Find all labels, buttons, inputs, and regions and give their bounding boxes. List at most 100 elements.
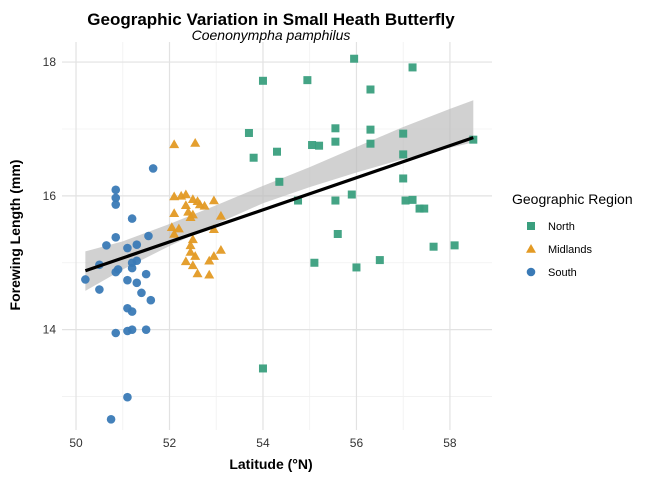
data-point-south xyxy=(106,414,116,424)
data-point-south xyxy=(141,269,151,279)
legend-label-midlands: Midlands xyxy=(548,244,593,256)
data-point-north xyxy=(399,129,408,138)
y-tick-label: 16 xyxy=(43,189,57,203)
data-point-midlands xyxy=(169,191,180,201)
data-point-north xyxy=(331,124,340,133)
data-point-north xyxy=(399,174,408,183)
data-point-south xyxy=(127,307,137,316)
data-point-north xyxy=(352,263,361,272)
trend-line xyxy=(84,136,474,273)
data-point-north xyxy=(347,190,356,199)
data-point-south xyxy=(123,275,132,285)
data-point-midlands xyxy=(173,223,184,233)
chart-title: Geographic Variation in Small Heath Butt… xyxy=(87,10,455,29)
data-point-north xyxy=(258,364,267,373)
data-point-south xyxy=(111,193,121,203)
data-point-north xyxy=(315,141,324,150)
data-point-south xyxy=(123,243,132,253)
data-points xyxy=(81,54,478,424)
data-point-south xyxy=(127,214,137,223)
data-point-south xyxy=(132,256,142,266)
data-point-south xyxy=(111,200,121,209)
x-tick-label: 56 xyxy=(350,436,364,450)
x-tick-label: 54 xyxy=(256,436,270,450)
data-point-south xyxy=(144,231,153,241)
data-point-south xyxy=(113,265,123,274)
x-axis-title: Latitude (°N) xyxy=(229,456,312,472)
data-point-south xyxy=(111,233,121,242)
data-point-north xyxy=(450,241,459,250)
data-point-south xyxy=(132,240,142,249)
data-point-south xyxy=(81,275,90,284)
data-point-north xyxy=(429,242,438,251)
data-point-midlands xyxy=(185,212,196,222)
legend-key-north xyxy=(527,222,535,230)
data-point-midlands xyxy=(208,224,219,234)
data-point-south xyxy=(141,325,151,334)
legend-label-south: South xyxy=(548,267,577,279)
data-point-midlands xyxy=(180,256,191,266)
data-point-south xyxy=(111,185,121,195)
data-point-midlands xyxy=(190,138,201,147)
data-point-north xyxy=(375,256,384,265)
data-point-north xyxy=(469,135,478,144)
data-point-midlands xyxy=(204,255,215,265)
data-point-north xyxy=(350,54,359,63)
data-point-south xyxy=(95,285,104,294)
data-point-midlands xyxy=(180,200,191,209)
data-point-north xyxy=(366,85,375,94)
axis-ticks: 50 52 54 56 58 14 16 18 xyxy=(43,55,457,450)
data-point-midlands xyxy=(190,251,201,260)
data-point-midlands xyxy=(204,269,215,279)
x-tick-label: 58 xyxy=(443,436,457,450)
data-point-midlands xyxy=(208,251,219,260)
data-point-north xyxy=(244,128,253,137)
data-point-south xyxy=(111,328,121,338)
legend-key-south xyxy=(526,267,536,277)
data-point-north xyxy=(294,196,303,205)
data-point-north xyxy=(303,76,312,85)
data-point-north xyxy=(310,258,319,267)
y-tick-label: 18 xyxy=(43,55,57,69)
x-tick-label: 52 xyxy=(163,436,177,450)
data-point-south xyxy=(137,288,146,298)
legend: Geographic Region North Midlands South xyxy=(512,191,633,279)
trend-line-layer xyxy=(84,136,474,273)
data-point-north xyxy=(366,139,375,148)
data-point-south xyxy=(146,295,156,305)
legend-key-midlands xyxy=(526,244,536,253)
data-point-midlands xyxy=(166,222,177,232)
data-point-south xyxy=(102,241,111,250)
legend-label-north: North xyxy=(548,221,575,233)
data-point-midlands xyxy=(187,260,198,270)
data-point-south xyxy=(132,278,142,288)
y-tick-label: 14 xyxy=(43,323,57,337)
data-point-north xyxy=(273,147,281,156)
data-point-north xyxy=(275,177,284,186)
data-point-north xyxy=(333,229,342,238)
data-point-north xyxy=(331,196,340,205)
data-point-midlands xyxy=(185,240,196,250)
data-point-north xyxy=(401,196,410,205)
data-point-south xyxy=(127,325,137,334)
data-point-south xyxy=(148,164,158,173)
data-point-midlands xyxy=(169,139,180,149)
data-point-midlands xyxy=(169,208,180,218)
x-tick-label: 50 xyxy=(69,436,83,450)
confidence-band-layer xyxy=(85,100,474,291)
data-point-midlands xyxy=(215,245,226,254)
y-axis-title: Forewing Length (mm) xyxy=(7,160,23,311)
chart-subtitle: Coenonympha pamphilus xyxy=(192,27,351,43)
data-point-north xyxy=(331,137,340,146)
data-point-midlands xyxy=(192,268,203,278)
data-point-north xyxy=(408,63,417,72)
data-point-midlands xyxy=(215,210,226,220)
data-point-midlands xyxy=(180,189,191,199)
data-point-north xyxy=(399,150,408,159)
data-point-north xyxy=(258,76,267,85)
data-point-midlands xyxy=(208,195,219,205)
data-point-midlands xyxy=(185,247,196,256)
data-point-north xyxy=(308,141,317,150)
data-point-north xyxy=(420,204,429,213)
